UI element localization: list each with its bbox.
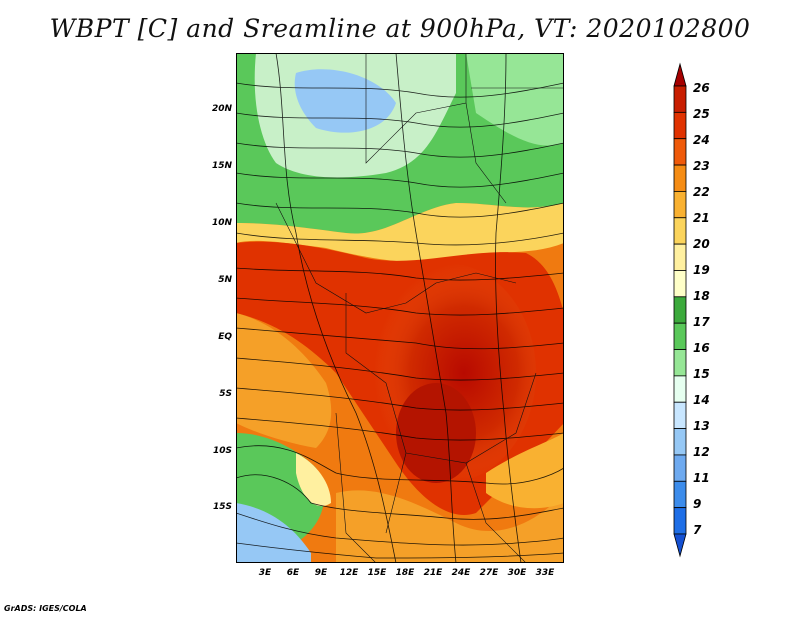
- colorbar-label: 17: [693, 315, 710, 329]
- colorbar-swatch: [673, 62, 687, 87]
- lon-label: 12E: [339, 568, 359, 578]
- lat-label: 20N: [211, 104, 232, 114]
- colorbar-label: 9: [693, 497, 702, 511]
- colorbar-swatch: [673, 454, 687, 482]
- colorbar-label: 22: [693, 185, 710, 199]
- colorbar-swatch: [673, 349, 687, 377]
- lon-label: 15E: [367, 568, 387, 578]
- colorbar-swatch: [673, 85, 687, 113]
- lat-label: 15S: [212, 502, 232, 512]
- chart-title: WBPT [C] and Sreamline at 900hPa, VT: 20…: [49, 14, 751, 43]
- colorbar-swatch: [673, 243, 687, 271]
- colorbar-label: 12: [693, 445, 710, 459]
- colorbar-label: 7: [693, 523, 702, 537]
- colorbar-label: 25: [693, 107, 710, 121]
- colorbar-swatch: [673, 401, 687, 429]
- colorbar-label: 15: [693, 367, 710, 381]
- colorbar-label: 20: [693, 237, 710, 251]
- lon-label: 18E: [395, 568, 415, 578]
- colorbar-swatch: [673, 191, 687, 219]
- colorbar-swatch: [673, 217, 687, 245]
- colorbar-swatch: [673, 111, 687, 140]
- colorbar-label: 16: [693, 341, 710, 355]
- colorbar-label: 11: [693, 471, 710, 485]
- colorbar-swatch: [673, 322, 687, 350]
- lat-label: EQ: [218, 332, 232, 342]
- streamlines: [236, 53, 564, 563]
- colorbar-swatches: [673, 62, 687, 558]
- map-svg: [236, 53, 564, 563]
- lon-label: 33E: [535, 568, 555, 578]
- lon-label: 24E: [451, 568, 471, 578]
- colorbar-swatch: [673, 138, 687, 166]
- colorbar: [673, 62, 687, 558]
- colorbar-swatch: [673, 296, 687, 324]
- lon-label: 30E: [507, 568, 527, 578]
- lon-label: 3E: [258, 568, 272, 578]
- colorbar-label: 26: [693, 81, 710, 95]
- lon-label: 27E: [479, 568, 499, 578]
- colorbar-swatch: [673, 270, 687, 298]
- region-orange-south: [336, 490, 564, 563]
- colorbar-swatch: [673, 507, 687, 535]
- colorbar-swatch: [673, 428, 687, 456]
- region-green-ne: [466, 53, 564, 146]
- lat-label: 15N: [211, 161, 232, 171]
- lat-label: 10N: [211, 218, 232, 228]
- map-plot: [236, 53, 564, 563]
- lat-label: 5S: [219, 389, 232, 399]
- colorbar-swatch: [673, 375, 687, 403]
- colorbar-swatch: [673, 164, 687, 192]
- lat-label: 5N: [218, 275, 232, 285]
- colorbar-label: 13: [693, 419, 710, 433]
- lon-label: 9E: [314, 568, 328, 578]
- country-borders: [275, 53, 564, 563]
- lat-label: 10S: [212, 446, 232, 456]
- colorbar-swatch: [673, 480, 687, 509]
- colorbar-label: 24: [693, 133, 710, 147]
- colorbar-label: 19: [693, 263, 710, 277]
- lon-label: 21E: [423, 568, 443, 578]
- region-yellow-band: [236, 203, 564, 263]
- colorbar-label: 18: [693, 289, 710, 303]
- region-orange-west: [236, 313, 332, 448]
- grads-credit: GrADS: IGES/COLA: [4, 604, 87, 613]
- colorbar-swatch: [673, 533, 687, 558]
- region-blue-cold: [294, 69, 396, 133]
- colorbar-label: 21: [693, 211, 710, 225]
- region-blue-sw: [236, 503, 311, 563]
- colorbar-label: 14: [693, 393, 710, 407]
- lon-label: 6E: [286, 568, 300, 578]
- colorbar-label: 23: [693, 159, 710, 173]
